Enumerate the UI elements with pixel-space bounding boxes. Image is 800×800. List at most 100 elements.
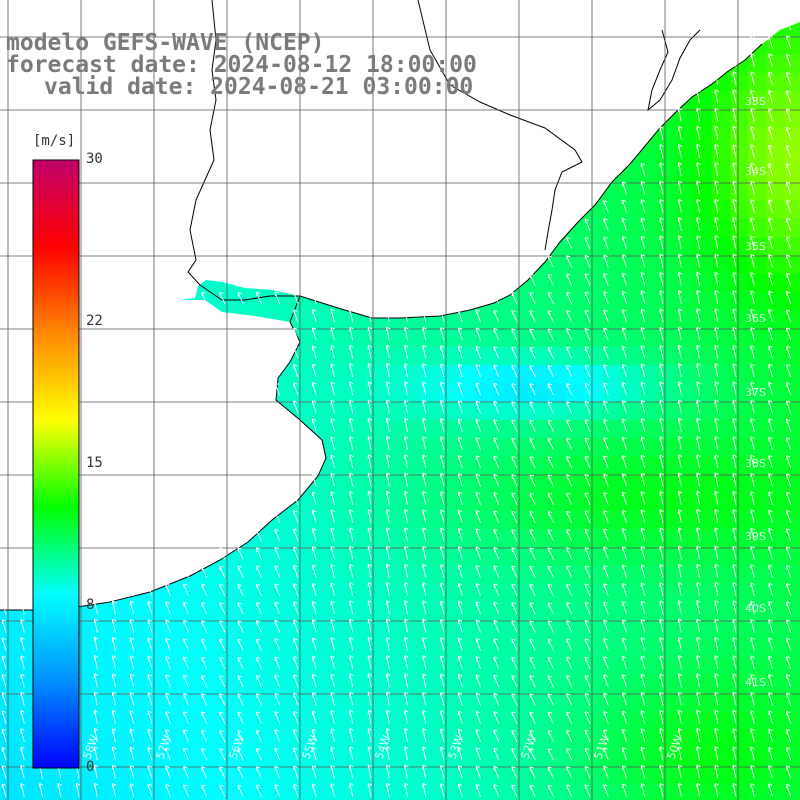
wind-arrow <box>493 583 500 597</box>
wind-cell <box>620 310 640 330</box>
wind-arrow <box>422 746 427 761</box>
wind-cell <box>657 675 676 695</box>
wind-cell <box>766 310 786 330</box>
wind-arrow <box>750 381 755 396</box>
wind-cell <box>529 529 549 549</box>
wind-arrow <box>786 418 792 432</box>
wind-arrow <box>440 454 445 469</box>
wind-arrow <box>603 637 609 651</box>
wind-arrow <box>622 455 627 469</box>
wind-arrow <box>404 728 409 743</box>
wind-arrow <box>677 417 683 432</box>
wind-arrow <box>768 655 773 670</box>
wind-arrow <box>367 472 373 487</box>
wind-arrow <box>219 602 226 615</box>
wind-arrow <box>367 417 373 432</box>
wind-arrow <box>696 216 701 232</box>
wind-arrow <box>349 290 354 305</box>
wind-cell <box>766 255 786 275</box>
wind-cell <box>456 456 476 476</box>
wind-cell <box>219 693 238 713</box>
wind-arrow <box>696 435 701 451</box>
wind-arrow <box>237 748 244 761</box>
wind-cell <box>620 438 640 457</box>
wind-arrow <box>422 782 427 797</box>
wind-arrow <box>440 326 445 341</box>
wind-cell <box>547 328 567 348</box>
wind-arrow <box>493 364 500 378</box>
wind-cell <box>602 620 622 640</box>
wind-cell <box>711 638 731 658</box>
wind-cell <box>127 602 147 622</box>
wind-arrow <box>511 364 518 378</box>
wind-arrow <box>696 636 701 651</box>
wind-cell <box>474 693 494 713</box>
wind-cell <box>565 456 585 476</box>
wind-arrow <box>640 473 646 487</box>
wind-arrow <box>566 237 573 250</box>
wind-arrow <box>768 162 773 177</box>
wind-arrow <box>750 180 755 195</box>
wind-cell <box>638 328 658 348</box>
wind-cell <box>657 565 676 585</box>
wind-arrow <box>311 309 317 323</box>
wind-cell <box>529 584 549 603</box>
wind-cell <box>365 328 384 348</box>
wind-arrow <box>566 346 573 359</box>
wind-arrow <box>183 674 189 688</box>
wind-arrow <box>640 710 646 724</box>
wind-arrow <box>786 710 792 724</box>
wind-arrow <box>475 418 481 432</box>
wind-cell <box>638 511 658 530</box>
wind-arrow <box>547 365 554 378</box>
wind-arrow <box>511 711 518 724</box>
wind-cell <box>748 310 768 330</box>
wind-cell <box>766 675 786 695</box>
wind-arrow <box>696 253 701 268</box>
wind-arrow <box>750 418 755 432</box>
border-line <box>417 0 583 251</box>
wind-arrow <box>786 546 792 560</box>
wind-arrow <box>475 437 481 451</box>
wind-cell <box>292 657 311 676</box>
wind-arrow <box>659 618 664 633</box>
wind-arrow <box>732 198 737 213</box>
wind-cell <box>511 365 530 384</box>
wind-arrow <box>768 144 773 159</box>
wind-cell <box>620 766 640 786</box>
wind-cell <box>365 474 384 494</box>
wind-arrow <box>696 417 701 432</box>
wind-arrow <box>475 309 481 323</box>
wind-arrow <box>622 363 627 378</box>
wind-cell <box>766 182 786 202</box>
wind-cell <box>730 273 749 293</box>
wind-arrow <box>622 619 627 633</box>
wind-arrow <box>786 619 792 633</box>
wind-cell <box>365 492 384 512</box>
wind-cell <box>565 693 585 713</box>
wind-arrow <box>529 310 536 323</box>
wind-cell <box>310 784 330 800</box>
wind-arrow <box>404 290 409 305</box>
colorbar <box>32 159 80 769</box>
wind-cell <box>292 766 311 786</box>
wind-cell <box>675 255 695 275</box>
wind-cell <box>675 109 695 129</box>
wind-arrow <box>349 436 354 451</box>
wind-arrow <box>622 728 627 743</box>
wind-cell <box>730 255 749 275</box>
wind-cell <box>383 620 403 640</box>
wind-cell <box>146 711 165 731</box>
wind-arrow <box>603 254 609 268</box>
wind-cell <box>547 602 567 622</box>
wind-cell <box>766 292 786 311</box>
wind-arrow <box>750 545 755 560</box>
wind-cell <box>492 456 512 476</box>
wind-cell <box>711 529 731 549</box>
wind-arrow <box>475 765 481 779</box>
wind-arrow <box>584 236 591 250</box>
wind-cell <box>182 748 202 768</box>
wind-cell <box>602 511 622 530</box>
wind-arrow <box>584 273 591 286</box>
wind-arrow <box>386 527 391 542</box>
